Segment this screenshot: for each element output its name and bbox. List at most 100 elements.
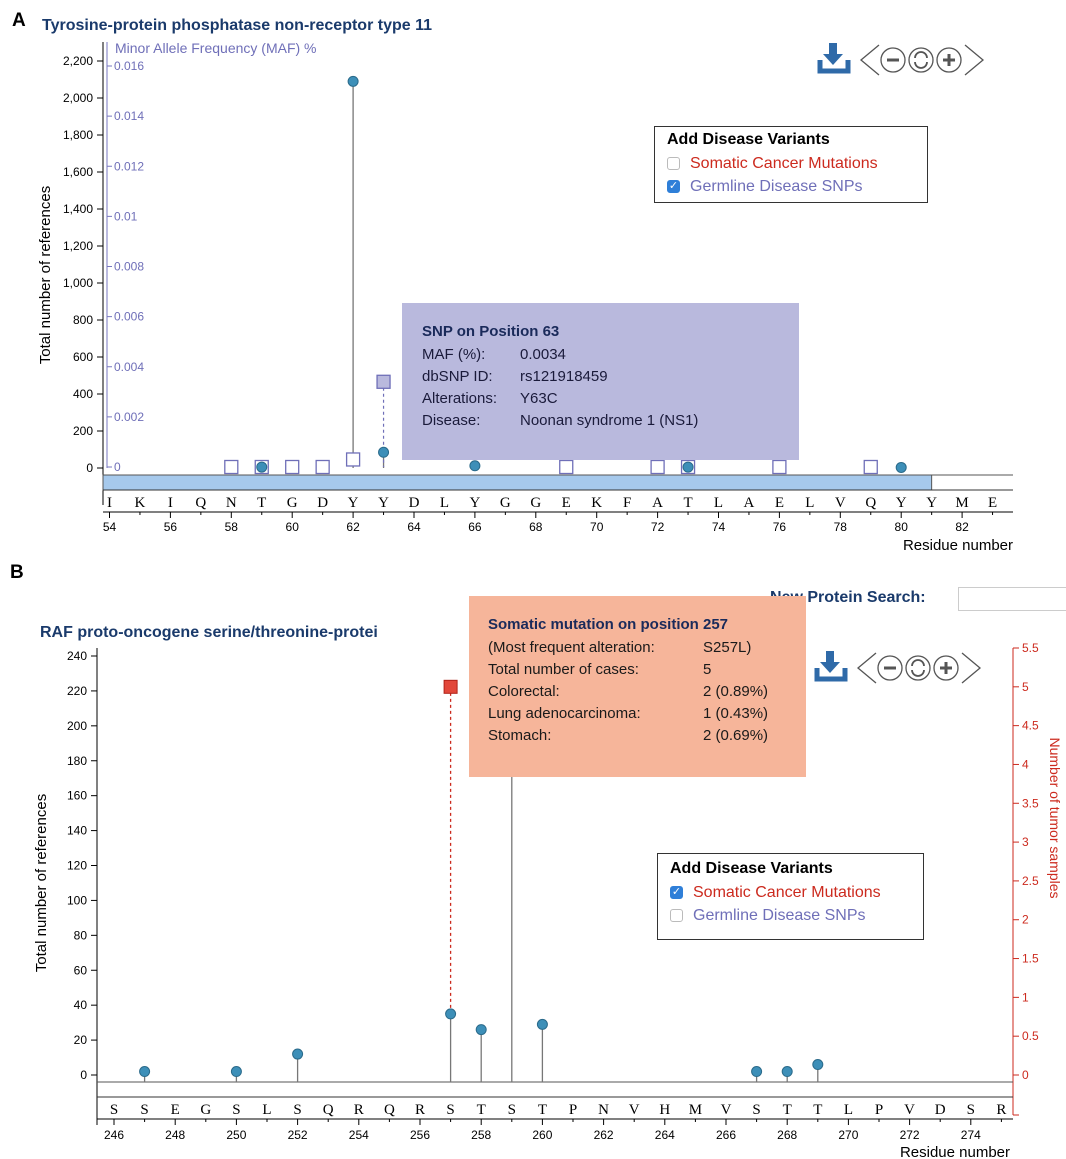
x-tick-label: 264 bbox=[655, 1128, 675, 1142]
x-tick-label: 260 bbox=[532, 1128, 552, 1142]
sequence-residue: N bbox=[226, 495, 237, 511]
domain-bar bbox=[102, 474, 933, 491]
tooltip-row: Alterations: Y63C bbox=[422, 390, 698, 412]
tooltip-title: SNP on Position 63 bbox=[422, 323, 560, 340]
sequence-residue: T bbox=[683, 495, 692, 511]
chart-b: B RAF proto-oncogene serine/threonine-pro… bbox=[10, 562, 1063, 1159]
x-tick-label: 60 bbox=[286, 520, 300, 534]
checkbox-somatic[interactable]: ✓ bbox=[670, 886, 683, 899]
sequence-residue: N bbox=[598, 1102, 609, 1118]
pan-right-icon[interactable] bbox=[964, 44, 985, 76]
y2-tick-label: 4 bbox=[1022, 757, 1029, 771]
sequence-residue: Q bbox=[865, 495, 876, 511]
tooltip-value: Noonan syndrome 1 (NS1) bbox=[520, 412, 699, 429]
checkbox-somatic[interactable] bbox=[667, 157, 680, 170]
legend-item-germline[interactable]: ✓ Germline Disease SNPs bbox=[667, 175, 915, 198]
y2-tick-label: 0.01 bbox=[114, 209, 138, 223]
x-tick-label: 268 bbox=[777, 1128, 797, 1142]
y-tick-label: 120 bbox=[67, 859, 87, 873]
tooltip-key: Colorectal: bbox=[488, 683, 560, 700]
download-icon-shaft bbox=[826, 651, 834, 663]
x-tick-label: 54 bbox=[103, 520, 117, 534]
sequence-residue: S bbox=[752, 1102, 760, 1118]
zoom-out-minus bbox=[887, 58, 899, 62]
y-tick-label: 160 bbox=[67, 789, 87, 803]
pan-right-icon[interactable] bbox=[961, 652, 982, 684]
y-tick-label: 240 bbox=[67, 649, 87, 663]
legend-title: Add Disease Variants bbox=[670, 860, 833, 877]
x-axis-label: Residue number bbox=[903, 537, 1013, 554]
sequence-residue: T bbox=[538, 1102, 547, 1118]
snp-marker bbox=[772, 459, 787, 475]
reference-point bbox=[536, 1018, 548, 1030]
checkbox-germline[interactable]: ✓ bbox=[667, 180, 680, 193]
legend-b: Add Disease Variants ✓ Somatic Cancer Mu… bbox=[657, 853, 924, 940]
y-tick-label: 40 bbox=[74, 998, 88, 1012]
x-tick-label: 76 bbox=[773, 520, 787, 534]
tooltip-row: dbSNP ID: rs121918459 bbox=[422, 368, 698, 390]
zoom-in-icon[interactable] bbox=[936, 47, 962, 73]
download-icon[interactable] bbox=[814, 651, 848, 682]
sequence-residue: P bbox=[569, 1102, 577, 1118]
checkbox-germline[interactable] bbox=[670, 909, 683, 922]
x-tick-label: 250 bbox=[226, 1128, 246, 1142]
sequence-residue: G bbox=[200, 1102, 211, 1118]
reference-point bbox=[781, 1066, 793, 1078]
snp-marker bbox=[224, 459, 239, 475]
chart-a: A Tyrosine-protein phosphatase non-recept… bbox=[12, 10, 1013, 554]
reference-point bbox=[469, 460, 481, 472]
reset-icon[interactable] bbox=[905, 655, 931, 681]
download-icon-tray bbox=[814, 668, 848, 682]
sequence-residue: R bbox=[996, 1102, 1006, 1118]
download-icon-tray bbox=[817, 60, 851, 74]
zoom-in-icon[interactable] bbox=[933, 655, 959, 681]
sequence-residue: I bbox=[168, 495, 173, 511]
chart-toolbar[interactable] bbox=[814, 651, 982, 684]
y2-tick-label: 1 bbox=[1022, 990, 1029, 1004]
chart-toolbar[interactable] bbox=[817, 43, 985, 76]
y2-tick-label: 0.014 bbox=[114, 109, 144, 123]
snp-marker bbox=[315, 459, 330, 475]
sequence-residue: H bbox=[659, 1102, 670, 1118]
sequence-residue: V bbox=[835, 495, 846, 511]
x-tick-label: 82 bbox=[955, 520, 969, 534]
sequence-residue: V bbox=[629, 1102, 640, 1118]
sequence-residue: L bbox=[844, 1102, 853, 1118]
tooltip-key: dbSNP ID: bbox=[422, 368, 493, 385]
tooltip-row: Lung adenocarcinoma: 1 (0.43%) bbox=[488, 705, 768, 727]
sequence-residue: T bbox=[813, 1102, 822, 1118]
reference-point bbox=[682, 461, 694, 473]
pan-left-icon[interactable] bbox=[856, 652, 877, 684]
legend-item-somatic[interactable]: Somatic Cancer Mutations bbox=[667, 152, 915, 175]
y2-tick-label: 2.5 bbox=[1022, 874, 1039, 888]
tooltip-value: S257L) bbox=[703, 639, 752, 656]
reference-point bbox=[895, 461, 907, 473]
sequence-residue: T bbox=[257, 495, 266, 511]
legend-item-somatic[interactable]: ✓ Somatic Cancer Mutations bbox=[670, 881, 911, 904]
sequence-residue: A bbox=[744, 495, 755, 511]
sequence-residue: S bbox=[140, 1102, 148, 1118]
panel-letter: B bbox=[10, 562, 24, 583]
pan-left-icon[interactable] bbox=[859, 44, 880, 76]
reference-point bbox=[347, 75, 359, 87]
reset-icon[interactable] bbox=[908, 47, 934, 73]
sequence-residue: K bbox=[591, 495, 602, 511]
y-tick-label: 400 bbox=[73, 387, 93, 401]
zoom-in-plus-v bbox=[944, 662, 948, 674]
y-tick-label: 1,400 bbox=[63, 202, 93, 216]
zoom-out-icon[interactable] bbox=[877, 655, 903, 681]
legend-item-germline[interactable]: Germline Disease SNPs bbox=[670, 904, 911, 927]
sequence-residue: L bbox=[714, 495, 723, 511]
sequence-residue: Q bbox=[384, 1102, 395, 1118]
y-tick-label: 0 bbox=[86, 461, 93, 475]
reference-point bbox=[445, 1008, 457, 1020]
snp-marker bbox=[650, 459, 665, 475]
zoom-out-icon[interactable] bbox=[880, 47, 906, 73]
reference-point bbox=[378, 446, 390, 458]
x-tick-label: 256 bbox=[410, 1128, 430, 1142]
search-input[interactable] bbox=[958, 587, 1066, 611]
snp-marker-highlight bbox=[376, 374, 391, 389]
tooltip-row: (Most frequent alteration: S257L) bbox=[488, 639, 768, 661]
download-icon[interactable] bbox=[817, 43, 851, 74]
x-tick-label: 248 bbox=[165, 1128, 185, 1142]
